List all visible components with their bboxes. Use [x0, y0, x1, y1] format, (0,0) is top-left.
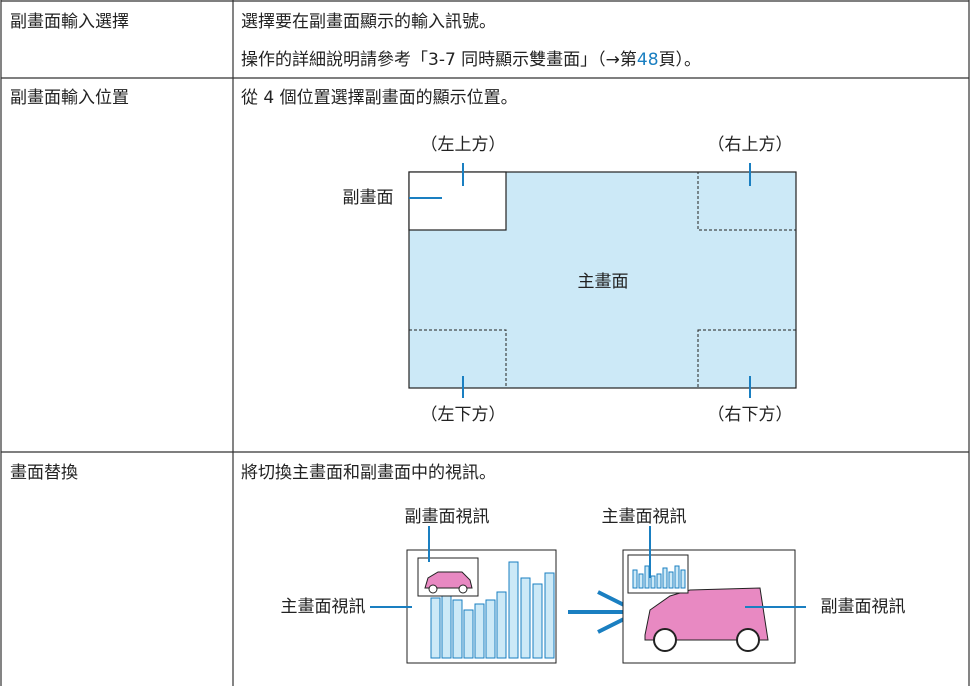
diagram-label: 主畫面 [578, 272, 629, 292]
diagram-label: （左上方） [421, 135, 506, 155]
position-diagram: （左上方） （右上方） 副畫面 主畫面 （左下方） （右下方） [343, 135, 797, 425]
swap-diagram: 副畫面視訊 主畫面視訊 主畫面視訊 副畫面視訊 [281, 507, 906, 664]
cell-text: 操作的詳細說明請參考「3-7 同時顯示雙畫面」（→第48頁）。 [241, 50, 701, 70]
page-link[interactable]: 48 [637, 50, 659, 70]
cell-text: 選擇要在副畫面顯示的輸入訊號。 [241, 12, 496, 32]
diagram-label: 主畫面視訊 [602, 507, 687, 527]
diagram-label: 副畫面 [343, 188, 394, 208]
ref-text: 操作的詳細說明請參考「3-7 同時顯示雙畫面」（→第 [241, 50, 637, 70]
diagram-label: （右下方） [708, 405, 793, 425]
diagram-label: 主畫面視訊 [281, 597, 366, 617]
cell-text: 將切換主畫面和副畫面中的視訊。 [241, 463, 496, 483]
diagram-label: 副畫面視訊 [821, 597, 906, 617]
row-label: 畫面替換 [10, 463, 78, 483]
diagram-label: （左下方） [421, 405, 506, 425]
diagram-label: 副畫面視訊 [405, 507, 490, 527]
row-label: 副畫面輸入選擇 [10, 12, 129, 32]
row-label: 副畫面輸入位置 [10, 88, 129, 108]
cell-text: 從 4 個位置選擇副畫面的顯示位置。 [241, 88, 518, 108]
diagram-label: （右上方） [708, 135, 793, 155]
ref-text: 頁）。 [659, 50, 702, 70]
